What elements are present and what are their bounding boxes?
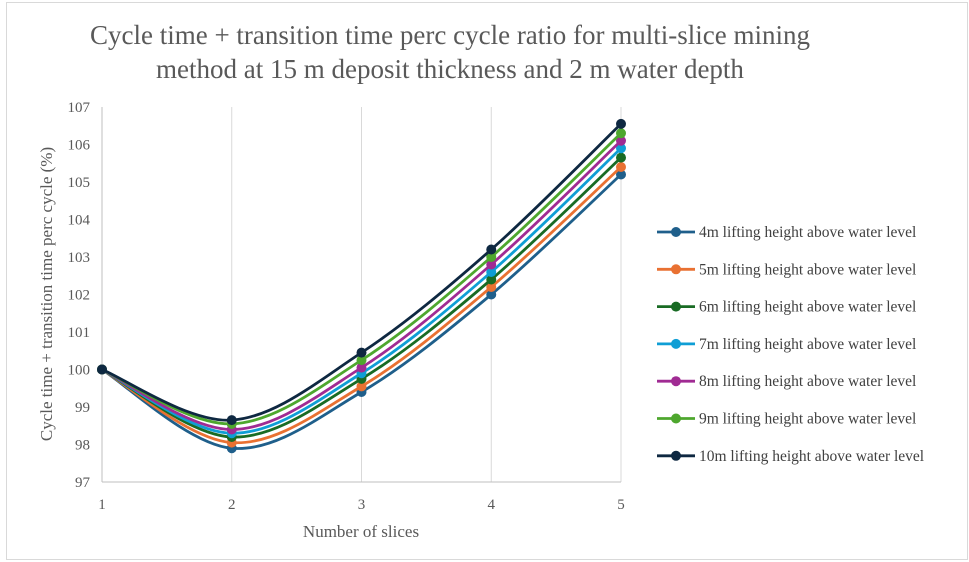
data-point [97,364,107,375]
legend-label: 8m lifting height above water level [699,373,916,390]
y-tick-label: 100 [68,363,91,379]
gridlines [231,107,622,482]
y-tick-label: 104 [68,213,91,229]
legend-label: 5m lifting height above water level [699,261,916,278]
y-tick-label: 103 [68,250,91,266]
y-tick-label: 105 [68,175,91,191]
data-point [486,282,497,292]
y-axis-title: Cycle time + transition time perc cycle … [37,147,56,441]
legend-swatch-marker [671,338,681,349]
x-tick-label: 4 [488,497,496,513]
legend-item: 8m lifting height above water level [657,373,916,390]
legend-label: 9m lifting height above water level [699,411,916,428]
data-point [616,169,626,180]
legend-item: 5m lifting height above water level [657,261,916,278]
legend-item: 10m lifting height above water level [657,448,924,465]
chart-frame [6,2,968,560]
legend-item: 4m lifting height above water level [657,224,916,241]
legend-label: 10m lifting height above water level [699,448,924,465]
x-tick-label: 3 [358,497,366,513]
data-point [616,143,626,154]
legend-label: 7m lifting height above water level [699,336,916,353]
legend-swatch-marker [671,264,681,275]
x-tick-labels: 1 2 3 4 5 [98,497,625,513]
data-point [486,252,497,262]
legend-item: 7m lifting height above water level [657,336,916,353]
data-point [486,244,497,255]
y-tick-label: 99 [75,400,90,416]
legend-item: 6m lifting height above water level [657,299,916,316]
legend-swatch-marker [671,413,681,424]
data-point [486,289,497,300]
legend-swatch-marker [671,450,681,461]
data-point [356,347,367,358]
legend-label: 6m lifting height above water level [699,299,916,316]
y-tick-label: 98 [75,438,90,454]
x-axis-title: Number of slices [303,522,419,541]
chart-title-line-2: method at 15 m deposit thickness and 2 m… [156,54,744,84]
x-tick-label: 2 [228,497,236,513]
y-tick-label: 97 [75,475,91,491]
legend-swatch-marker [671,301,681,312]
y-tick-label: 106 [68,138,91,154]
x-tick-label: 1 [98,497,106,513]
axes [101,107,621,483]
legend: 4m lifting height above water level 5m li… [657,224,924,465]
data-point [486,259,497,270]
data-point [486,274,497,285]
series-group [97,118,626,454]
data-point [616,118,626,129]
data-point [616,152,626,163]
data-point [356,381,367,392]
y-tick-labels: 97 98 99 100 101 102 103 104 105 106 107 [68,100,91,491]
data-point [356,355,367,366]
y-tick-label: 102 [68,288,91,304]
legend-item: 9m lifting height above water level [657,411,916,428]
legend-label: 4m lifting height above water level [699,224,916,241]
legend-swatch-marker [671,227,681,237]
data-point [226,415,237,426]
series-7 [97,118,626,426]
chart-title: Cycle time + transition time perc cycle … [60,18,840,86]
data-point [486,267,497,277]
data-point [616,135,626,146]
legend-swatch-marker [671,376,681,387]
data-point [356,362,367,373]
y-tick-label: 107 [68,100,91,116]
data-point [616,162,626,172]
y-tick-label: 101 [68,325,91,341]
data-point [616,128,626,139]
x-tick-label: 5 [617,497,625,513]
chart-title-line-1: Cycle time + transition time perc cycle … [89,20,811,50]
